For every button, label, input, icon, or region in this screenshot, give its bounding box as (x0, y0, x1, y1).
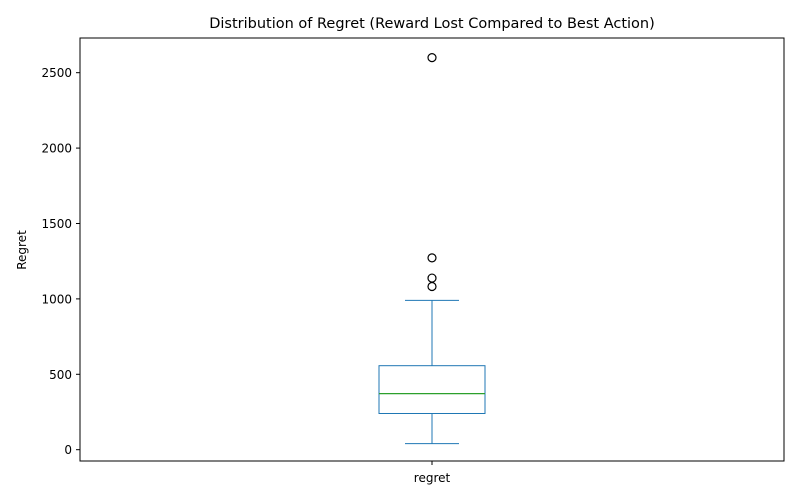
outlier-point (427, 53, 437, 63)
x-axis-ticks: regret (414, 461, 451, 485)
y-tick-label: 0 (64, 443, 72, 457)
y-tick-label: 2000 (41, 142, 72, 156)
interquartile-box (378, 365, 486, 414)
chart-title: Distribution of Regret (Reward Lost Comp… (209, 16, 655, 32)
y-axis-label: Regret (15, 230, 29, 270)
outlier-point (427, 273, 437, 283)
outlier-point (427, 281, 437, 292)
x-tick-label: regret (414, 471, 451, 485)
box-plot-group (378, 299, 486, 445)
outlier-points (427, 53, 437, 292)
outlier-point (427, 253, 437, 263)
y-tick-label: 2500 (41, 66, 72, 80)
y-tick-label: 1000 (41, 292, 72, 306)
y-tick-label: 500 (49, 368, 72, 382)
plot-area-frame (79, 37, 785, 462)
y-axis-ticks: 0 500 1000 1500 2000 2500 (41, 66, 80, 457)
y-tick-label: 1500 (41, 217, 72, 231)
